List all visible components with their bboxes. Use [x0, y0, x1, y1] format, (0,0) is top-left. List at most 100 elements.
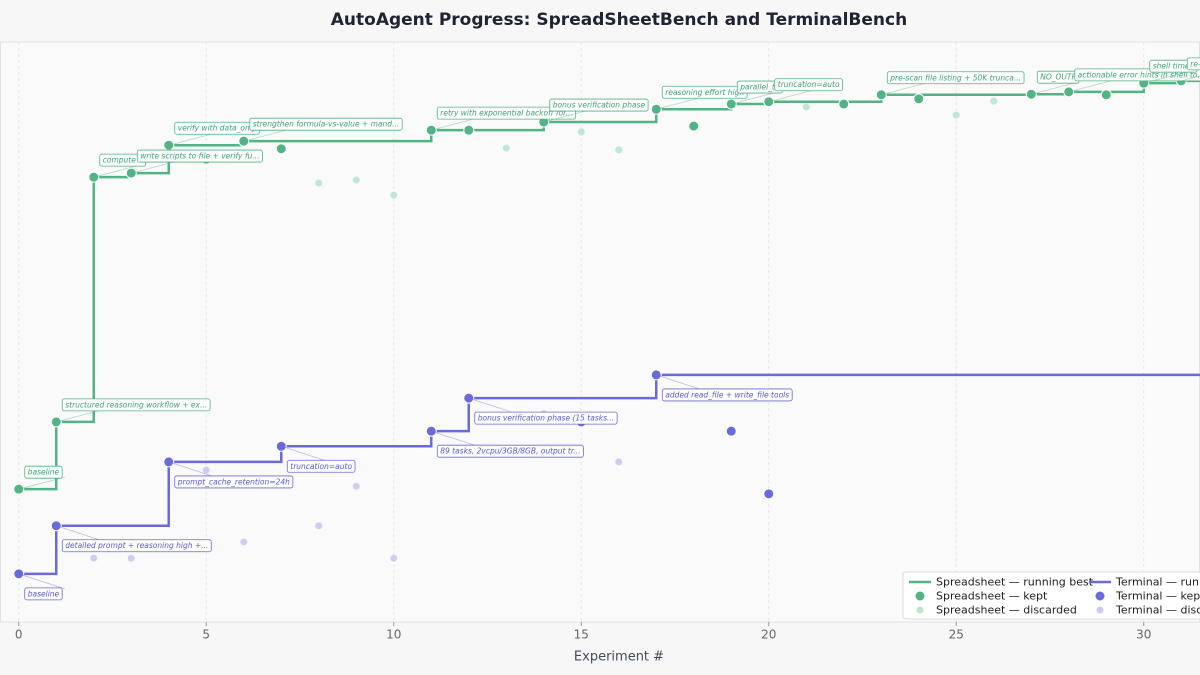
- annotation-text: prompt_cache_retention=24h: [177, 477, 290, 486]
- discarded-point: [352, 176, 360, 184]
- annotation-leader: [768, 89, 815, 103]
- legend-box: [902, 571, 1200, 620]
- annotation-box: [61, 539, 212, 553]
- discarded-point: [202, 466, 210, 474]
- kept-point: [838, 98, 850, 110]
- kept-point: [88, 171, 100, 183]
- annotation-leader: [431, 430, 478, 447]
- annotation-text: strengthen formula-vs-value + mand...: [253, 120, 399, 129]
- x-tick-label: 25: [949, 628, 964, 642]
- discarded-point: [315, 522, 323, 530]
- annotation-box: [174, 475, 294, 489]
- annotation-text: structured reasoning workflow + ex...: [65, 400, 207, 409]
- kept-point: [13, 568, 25, 580]
- plot-area: [0, 41, 1200, 623]
- kept-point: [50, 416, 62, 428]
- title-bar: [0, 0, 1200, 42]
- annotation-leader: [881, 82, 928, 96]
- annotation-text: truncation=auto: [290, 462, 352, 471]
- x-tick-label: 20: [761, 628, 776, 642]
- annotation-box: [549, 98, 649, 112]
- annotation-leader: [168, 132, 215, 146]
- annotation-text: baseline: [28, 589, 60, 598]
- kept-point: [463, 392, 475, 404]
- annotation-leader: [93, 164, 140, 178]
- annotation-text: re-r: [1190, 59, 1200, 68]
- discarded-point: [352, 482, 360, 490]
- annotation-text: detailed prompt + reasoning high +...: [65, 541, 208, 550]
- discarded-point: [390, 191, 398, 199]
- annotation-box: [661, 388, 793, 402]
- x-axis-label: Experiment #: [574, 650, 664, 665]
- legend-swatch: [915, 591, 925, 601]
- discarded-point: [990, 97, 998, 105]
- kept-point: [1100, 89, 1112, 101]
- annotation-box: [24, 587, 63, 601]
- annotation-text: reasoning effort high: [665, 88, 744, 97]
- kept-point: [875, 89, 887, 101]
- kept-point: [688, 120, 700, 132]
- annotation-box: [136, 149, 263, 163]
- annotation-leader: [1181, 75, 1200, 82]
- kept-point: [725, 98, 737, 110]
- annotation-box: [436, 106, 577, 120]
- discarded-point: [502, 144, 510, 152]
- kept-point: [13, 483, 25, 495]
- kept-point: [425, 124, 437, 136]
- annotation-box: [774, 78, 843, 92]
- kept-point: [125, 167, 137, 179]
- annotation-leader: [1031, 81, 1078, 95]
- annotation-text: bonus verification phase: [553, 101, 646, 110]
- kept-point: [463, 124, 475, 136]
- annotation-leader: [731, 91, 778, 105]
- annotation-text: write scripts to file + verify fu...: [140, 152, 259, 161]
- x-tick-label: 5: [202, 628, 210, 642]
- x-tick-label: 10: [386, 628, 401, 642]
- annotation-text: verify with data_only: [178, 124, 257, 133]
- legend-label: Terminal — kept: [1115, 590, 1200, 603]
- discarded-point: [802, 103, 810, 111]
- kept-point: [763, 96, 775, 108]
- annotation-box: [24, 465, 63, 479]
- running-best-line: [18, 373, 1200, 576]
- discarded-point: [127, 554, 135, 562]
- kept-point: [425, 425, 437, 437]
- annotation-leader: [431, 117, 478, 131]
- annotation-text: baseline: [28, 468, 60, 477]
- legend-label: Spreadsheet — discarded: [936, 604, 1077, 617]
- annotation-text: NO_OUTP: [1040, 73, 1076, 82]
- annotation-leader: [1068, 79, 1115, 93]
- legend-swatch: [916, 606, 924, 614]
- annotation-leader: [56, 525, 103, 542]
- annotation-leader: [281, 445, 328, 462]
- annotation-box: [436, 444, 584, 458]
- legend-label: Terminal — running best: [1115, 576, 1200, 589]
- kept-point: [275, 440, 287, 452]
- kept-point: [1063, 86, 1075, 98]
- chart-title: AutoAgent Progress: SpreadSheetBench and…: [331, 10, 907, 30]
- x-tick-label: 0: [15, 628, 23, 642]
- annotation-text: actionable error hints in shell to...: [1078, 70, 1200, 79]
- annotation-text: pre-scan file listing + 50K trunca...: [889, 73, 1021, 82]
- annotation-text: retry with exponential backoff for...: [440, 109, 572, 118]
- discarded-point: [240, 538, 248, 546]
- kept-point: [1025, 88, 1037, 100]
- annotation-box: [61, 398, 211, 412]
- annotation-text: parallel_to: [739, 83, 780, 92]
- annotation-leader: [131, 160, 178, 174]
- kept-point: [763, 488, 775, 500]
- annotation-box: [1186, 57, 1200, 71]
- discarded-point: [390, 554, 398, 562]
- discarded-point: [90, 554, 98, 562]
- kept-point: [275, 143, 287, 155]
- kept-point: [650, 369, 662, 381]
- x-tick-label: 30: [1136, 628, 1151, 642]
- kept-point: [50, 520, 62, 532]
- annotation-text: bonus verification phase (15 tasks...: [478, 414, 614, 423]
- legend-swatch: [1095, 591, 1105, 601]
- annotation-leader: [168, 461, 215, 478]
- annotation-leader: [468, 397, 515, 414]
- annotation-text: compute v: [103, 156, 143, 165]
- annotation-text: 89 tasks, 2vcpu/3GB/8GB, output tr...: [440, 447, 580, 456]
